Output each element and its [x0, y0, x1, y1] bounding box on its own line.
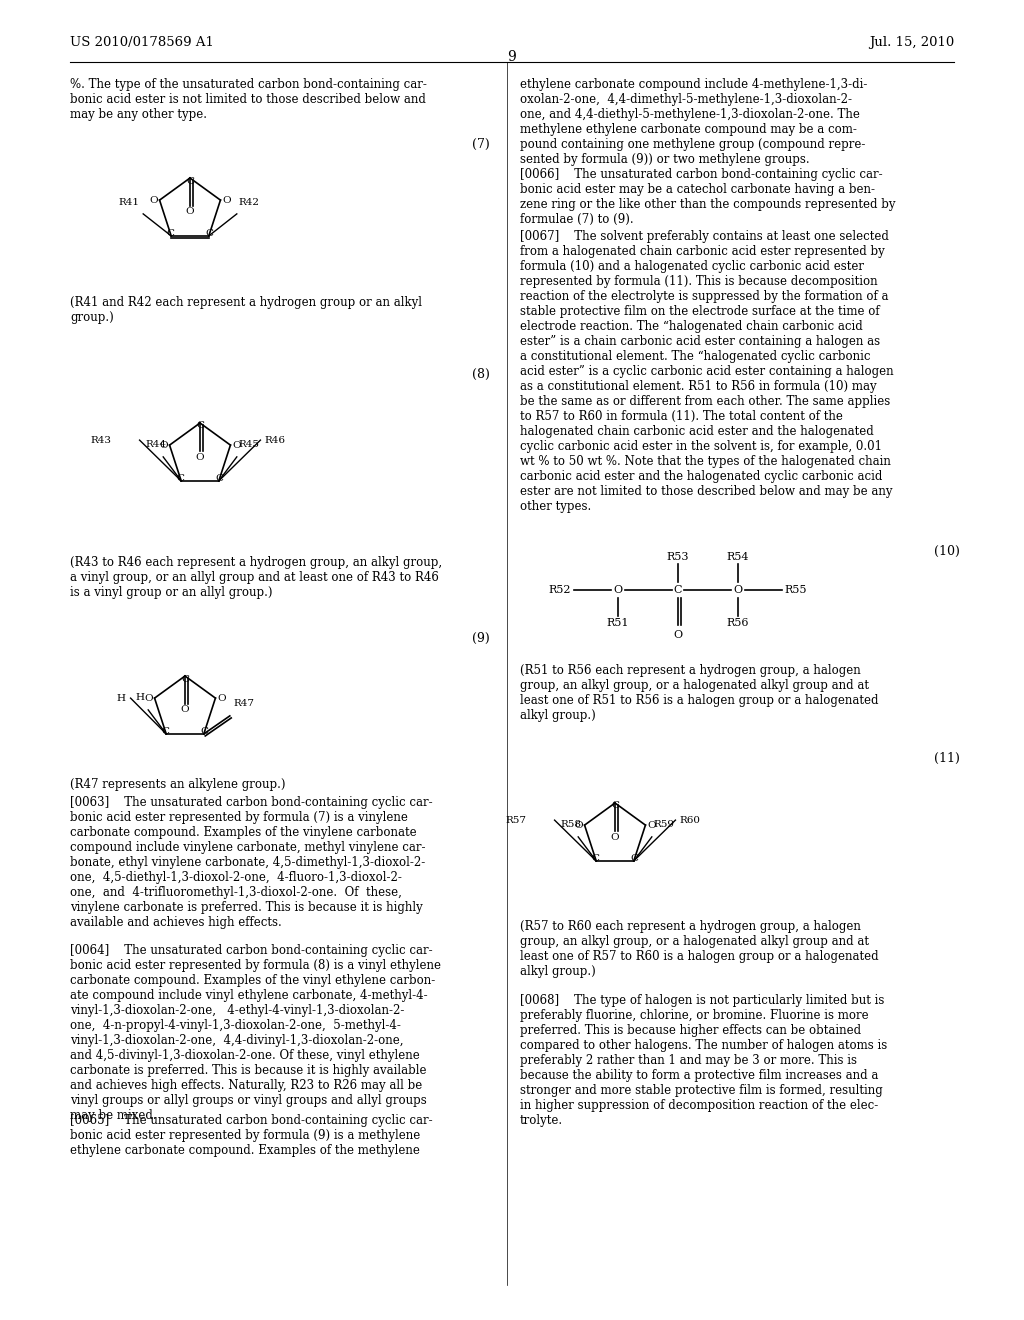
- Text: R59: R59: [653, 820, 675, 829]
- Text: (7): (7): [472, 139, 490, 150]
- Text: C: C: [176, 474, 184, 483]
- Text: R54: R54: [727, 552, 750, 562]
- Text: R52: R52: [549, 585, 571, 595]
- Text: R41: R41: [118, 198, 139, 207]
- Text: (R41 and R42 each represent a hydrogen group or an alkyl
group.): (R41 and R42 each represent a hydrogen g…: [70, 296, 422, 323]
- Text: O: O: [613, 585, 623, 595]
- Text: (10): (10): [934, 545, 961, 558]
- Text: [0066]    The unsaturated carbon bond-containing cyclic car-
bonic acid ester ma: [0066] The unsaturated carbon bond-conta…: [520, 168, 896, 226]
- Text: O: O: [150, 195, 158, 205]
- Text: C: C: [216, 474, 224, 483]
- Text: O: O: [222, 195, 230, 205]
- Text: Jul. 15, 2010: Jul. 15, 2010: [868, 36, 954, 49]
- Text: C: C: [611, 801, 618, 810]
- Text: O: O: [674, 630, 683, 640]
- Text: H: H: [135, 693, 144, 702]
- Text: (8): (8): [472, 368, 490, 381]
- Text: C: C: [201, 727, 209, 737]
- Text: O: O: [185, 207, 195, 216]
- Text: C: C: [631, 854, 639, 863]
- Text: R60: R60: [680, 816, 700, 825]
- Text: (9): (9): [472, 632, 490, 645]
- Text: R53: R53: [667, 552, 689, 562]
- Text: (R43 to R46 each represent a hydrogen group, an alkyl group,
a vinyl group, or a: (R43 to R46 each represent a hydrogen gr…: [70, 556, 442, 599]
- Text: (R57 to R60 each represent a hydrogen group, a halogen
group, an alkyl group, or: (R57 to R60 each represent a hydrogen gr…: [520, 920, 879, 978]
- Text: [0063]    The unsaturated carbon bond-containing cyclic car-
bonic acid ester re: [0063] The unsaturated carbon bond-conta…: [70, 796, 432, 929]
- Text: US 2010/0178569 A1: US 2010/0178569 A1: [70, 36, 214, 49]
- Text: R58: R58: [560, 820, 582, 829]
- Text: R43: R43: [90, 436, 112, 445]
- Text: C: C: [186, 177, 194, 186]
- Text: O: O: [144, 693, 153, 702]
- Text: C: C: [166, 230, 174, 239]
- Text: R47: R47: [233, 698, 255, 708]
- Text: C: C: [181, 675, 189, 684]
- Text: %. The type of the unsaturated carbon bond-containing car-
bonic acid ester is n: %. The type of the unsaturated carbon bo…: [70, 78, 427, 121]
- Text: R45: R45: [239, 440, 260, 449]
- Text: R55: R55: [784, 585, 807, 595]
- Text: O: O: [610, 833, 620, 842]
- Text: [0067]    The solvent preferably contains at least one selected
from a halogenat: [0067] The solvent preferably contains a…: [520, 230, 894, 513]
- Text: C: C: [591, 854, 599, 863]
- Text: C: C: [161, 727, 169, 737]
- Text: R56: R56: [727, 618, 750, 628]
- Text: 9: 9: [508, 50, 516, 63]
- Text: R51: R51: [607, 618, 630, 628]
- Text: O: O: [196, 453, 205, 462]
- Text: H: H: [117, 693, 126, 702]
- Text: O: O: [232, 441, 241, 450]
- Text: C: C: [674, 585, 682, 595]
- Text: [0065]    The unsaturated carbon bond-containing cyclic car-
bonic acid ester re: [0065] The unsaturated carbon bond-conta…: [70, 1114, 432, 1158]
- Text: C: C: [196, 421, 204, 430]
- Text: R46: R46: [264, 436, 286, 445]
- Text: ethylene carbonate compound include 4-methylene-1,3-di-
oxolan-2-one,  4,4-dimet: ethylene carbonate compound include 4-me…: [520, 78, 867, 166]
- Text: (R47 represents an alkylene group.): (R47 represents an alkylene group.): [70, 777, 286, 791]
- Text: O: O: [180, 705, 189, 714]
- Text: O: O: [217, 693, 225, 702]
- Text: [0064]    The unsaturated carbon bond-containing cyclic car-
bonic acid ester re: [0064] The unsaturated carbon bond-conta…: [70, 944, 441, 1122]
- Text: R42: R42: [239, 198, 260, 207]
- Text: (11): (11): [934, 752, 961, 766]
- Text: O: O: [733, 585, 742, 595]
- Text: R44: R44: [145, 440, 166, 449]
- Text: O: O: [647, 821, 655, 829]
- Text: C: C: [206, 230, 214, 239]
- Text: R57: R57: [506, 816, 526, 825]
- Text: O: O: [574, 821, 583, 829]
- Text: O: O: [160, 441, 168, 450]
- Text: [0068]    The type of halogen is not particularly limited but is
preferably fluo: [0068] The type of halogen is not partic…: [520, 994, 887, 1127]
- Text: (R51 to R56 each represent a hydrogen group, a halogen
group, an alkyl group, or: (R51 to R56 each represent a hydrogen gr…: [520, 664, 879, 722]
